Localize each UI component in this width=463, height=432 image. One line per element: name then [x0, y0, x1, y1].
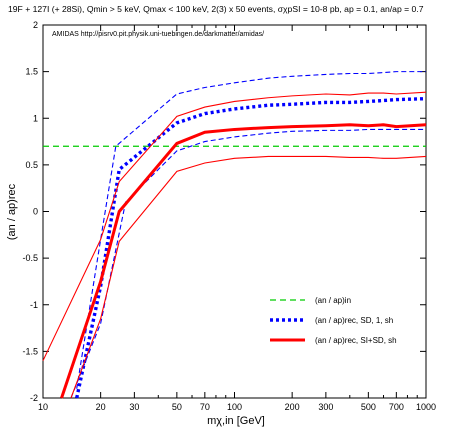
y-tick-label-4: 0 [33, 207, 38, 217]
series-1-line [75, 96, 427, 399]
series-2-band-lower [70, 155, 427, 399]
y-tick-label-7: 1.5 [25, 67, 38, 77]
series-layer [42, 71, 427, 399]
ticks-layer: 10 20 30 50 70 100 200 300 500 700 1000-2-1.5-1-0.… [22, 20, 436, 412]
legend-label-1: (an / ap)rec, SD, 1, sh [315, 316, 393, 325]
x-tick-label-0: 10 [38, 402, 48, 412]
x-tick-label-5: 100 [227, 402, 242, 412]
legend-label-0: (an / ap)in [315, 296, 351, 305]
y-tick-label-6: 1 [33, 113, 38, 123]
y-tick-label-8: 2 [33, 20, 38, 30]
x-tick-label-3: 50 [172, 402, 182, 412]
y-tick-label-0: -2 [30, 393, 38, 403]
chart-title: 19F + 127I (+ 28Si), Qmin > 5 keV, Qmax … [8, 4, 424, 14]
y-tick-label-3: -0.5 [22, 253, 38, 263]
series-1-band-lower [70, 128, 426, 399]
y-tick-label-1: -1.5 [22, 346, 38, 356]
legend-label-2: (an / ap)rec, SI+SD, sh [315, 336, 397, 345]
series-2-band-upper [42, 91, 427, 361]
x-tick-label-10: 1000 [416, 402, 436, 412]
y-axis-label: (an / ap)rec [6, 183, 18, 240]
y-tick-label-2: -1 [30, 300, 38, 310]
x-tick-label-8: 500 [361, 402, 376, 412]
x-tick-label-2: 30 [129, 402, 139, 412]
legend: (an / ap)in (an / ap)rec, SD, 1, sh (an / … [270, 296, 397, 345]
chart-annotation: AMIDAS http://pisrv0.pit.physik.uni-tueb… [52, 31, 264, 38]
x-axis-label: mχ,in [GeV] [207, 415, 265, 427]
series-1-band-upper [76, 71, 426, 389]
x-tick-label-1: 20 [96, 402, 106, 412]
x-tick-label-4: 70 [200, 402, 210, 412]
y-tick-label-5: 0.5 [25, 160, 38, 170]
series-2-line [60, 123, 427, 399]
x-tick-label-7: 300 [318, 402, 333, 412]
x-tick-label-6: 200 [285, 402, 300, 412]
x-tick-label-9: 700 [389, 402, 404, 412]
